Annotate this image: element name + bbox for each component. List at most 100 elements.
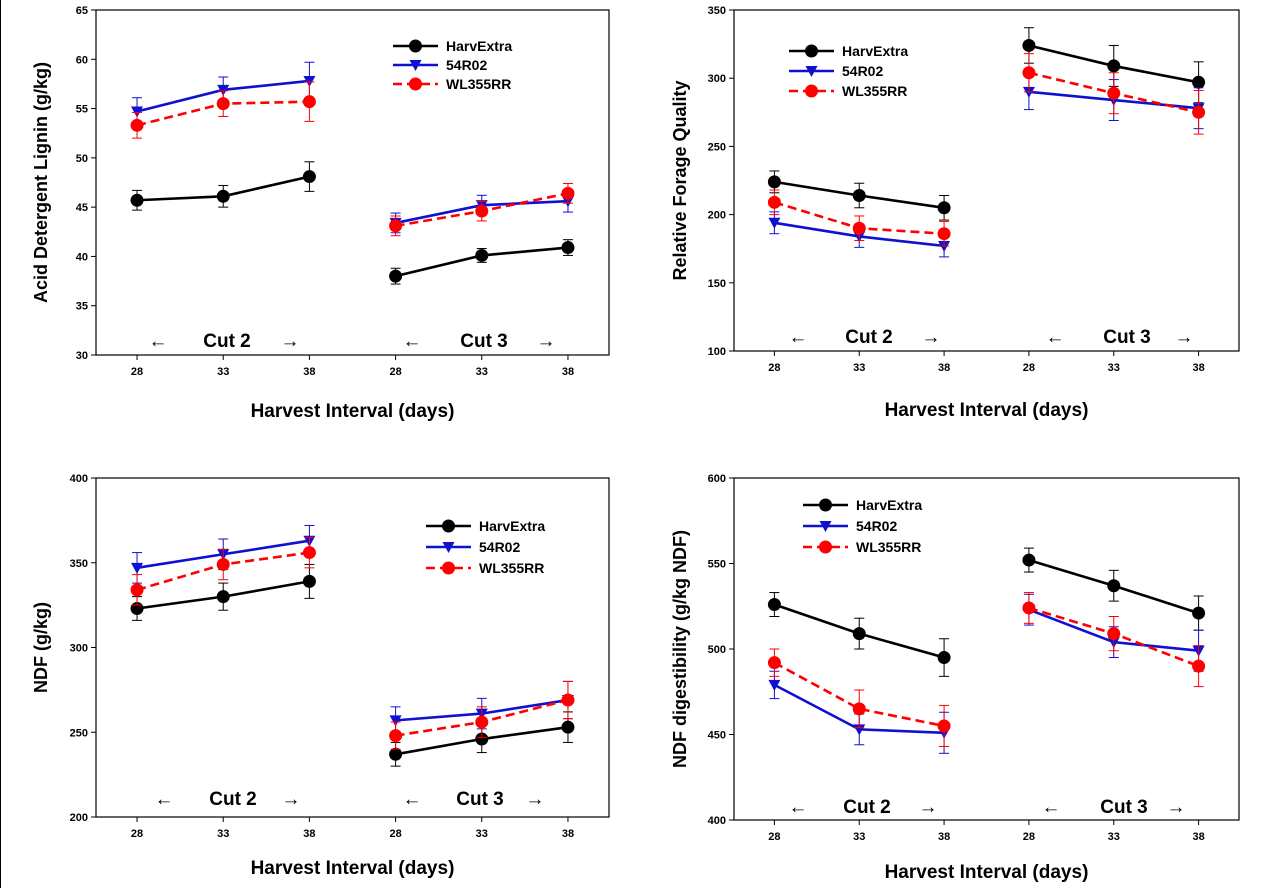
data-point	[130, 583, 144, 597]
legend-marker	[409, 39, 422, 53]
cut-label: Cut 3	[1103, 327, 1151, 348]
legend: HarvExtra 54R02 WL355RR	[393, 38, 512, 92]
legend-marker	[805, 44, 818, 58]
data-point	[216, 590, 230, 604]
series-54R02	[131, 524, 574, 735]
data-point	[475, 715, 489, 729]
data-point	[1022, 38, 1036, 52]
x-axis-label: Harvest Interval (days)	[251, 401, 455, 422]
arrow-left-icon: ←	[403, 789, 422, 810]
x-tick-label: 38	[1192, 831, 1204, 843]
data-point	[475, 732, 489, 746]
y-tick-label: 400	[70, 473, 88, 485]
cut-label: Cut 3	[1100, 797, 1148, 818]
data-point	[302, 95, 316, 109]
data-point	[302, 546, 316, 560]
legend-label: HarvExtra	[842, 43, 908, 59]
x-tick-label: 28	[131, 828, 143, 840]
data-point	[561, 186, 575, 200]
arrow-right-icon: →	[537, 331, 556, 352]
legend-label: WL355RR	[446, 76, 511, 92]
y-tick-label: 300	[70, 643, 88, 655]
x-tick-label: 38	[938, 362, 950, 374]
legend-label: WL355RR	[842, 83, 907, 99]
y-tick-label: 30	[76, 350, 88, 362]
x-tick-label: 33	[217, 828, 229, 840]
y-tick-label: 200	[708, 210, 726, 222]
y-tick-label: 65	[76, 5, 88, 17]
y-tick-label: 500	[708, 644, 726, 656]
y-tick-label: 350	[708, 5, 726, 17]
legend-marker	[442, 561, 455, 575]
data-point	[561, 241, 575, 255]
series-WL355RR	[767, 592, 1206, 747]
y-tick-label: 600	[708, 473, 726, 485]
series-WL355RR	[130, 81, 575, 237]
x-tick-label: 38	[303, 828, 315, 840]
cut-label: Cut 2	[843, 797, 891, 818]
x-tick-label: 28	[768, 362, 780, 374]
arrow-left-icon: ←	[789, 327, 808, 348]
series-54R02	[768, 593, 1205, 754]
plot-frame	[95, 9, 610, 356]
y-axis-label: Acid Detergent Lignin (g/kg)	[31, 62, 51, 303]
legend: HarvExtra 54R02 WL355RR	[426, 518, 545, 576]
series-HarvExtra	[767, 27, 1206, 221]
x-tick-label: 38	[938, 831, 950, 843]
arrow-right-icon: →	[281, 331, 300, 352]
legend-label: 54R02	[479, 539, 520, 555]
cut-label: Cut 2	[203, 331, 251, 352]
x-tick-label: 33	[1108, 831, 1120, 843]
data-point	[937, 201, 951, 215]
y-tick-label: 250	[70, 727, 88, 739]
series-WL355RR	[767, 53, 1206, 247]
arrow-left-icon: ←	[155, 789, 174, 810]
data-point	[1192, 75, 1206, 89]
plot-frame	[733, 477, 1240, 821]
data-point	[130, 193, 144, 207]
chart-panel-1: 30 35 40 45 50 55 60 65 28 33 38 28 33 38 Harvest Inte…	[31, 5, 610, 422]
chart-panel-3: 200 250 300 350 400 28 33 38 28 33 38 Harvest Inter…	[31, 473, 610, 879]
arrow-right-icon: →	[922, 327, 941, 348]
plot-frame	[733, 9, 1240, 352]
arrow-right-icon: →	[526, 789, 545, 810]
cut-label: Cut 3	[460, 331, 508, 352]
data-point	[475, 204, 489, 218]
legend-marker	[409, 60, 422, 71]
legend-marker	[442, 519, 455, 533]
legend-label: WL355RR	[856, 539, 921, 555]
legend-label: WL355RR	[479, 560, 544, 576]
y-tick-label: 45	[76, 202, 88, 214]
x-tick-label: 28	[131, 366, 143, 378]
y-axis-label: NDF digestibility (g/kg NDF)	[670, 530, 690, 768]
series-line	[773, 661, 945, 728]
y-tick-label: 150	[708, 278, 726, 290]
x-axis-label: Harvest Interval (days)	[251, 858, 455, 879]
legend-marker	[819, 498, 832, 512]
arrow-right-icon: →	[1175, 327, 1194, 348]
data-point	[767, 195, 781, 209]
x-tick-label: 28	[768, 831, 780, 843]
x-tick-label: 33	[853, 831, 865, 843]
arrow-left-icon: ←	[1046, 327, 1065, 348]
data-point	[852, 702, 866, 716]
legend-label: 54R02	[446, 57, 487, 73]
data-point	[389, 729, 403, 743]
series-HarvExtra	[767, 547, 1206, 677]
y-tick-label: 200	[70, 812, 88, 824]
data-point	[767, 598, 781, 612]
data-point	[216, 189, 230, 203]
x-tick-label: 28	[1023, 362, 1035, 374]
x-tick-label: 38	[1192, 362, 1204, 374]
data-point	[1022, 66, 1036, 80]
y-tick-label: 55	[76, 104, 88, 116]
legend-label: HarvExtra	[446, 38, 512, 54]
data-point	[1192, 659, 1206, 673]
y-tick-label: 550	[708, 559, 726, 571]
legend: HarvExtra 54R02 WL355RR	[803, 497, 922, 555]
x-tick-label: 38	[562, 366, 574, 378]
x-axis-label: Harvest Interval (days)	[885, 862, 1089, 883]
y-tick-label: 60	[76, 54, 88, 66]
